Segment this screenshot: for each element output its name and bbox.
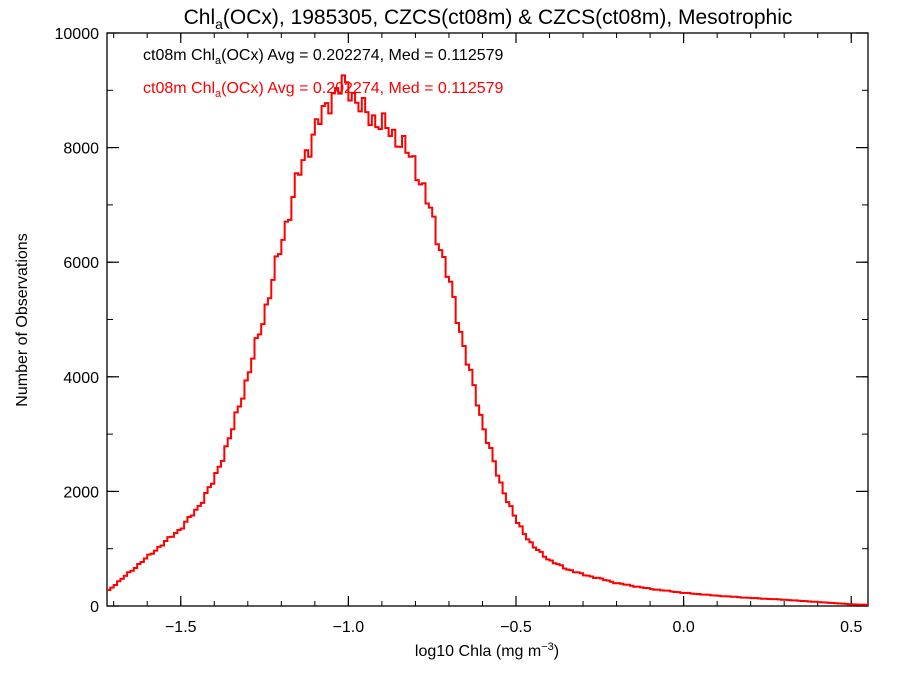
x-tick-label: −1.5 xyxy=(165,619,197,636)
series-layer xyxy=(107,74,868,606)
x-tick-label: −1.0 xyxy=(333,619,365,636)
x-tick-label: 0.5 xyxy=(840,619,862,636)
x-tick-label: 0.0 xyxy=(672,619,694,636)
plot-frame xyxy=(106,32,869,607)
tick-labels: −1.5 −1.0 −0.5 0.0 0.5 0 2000 4000 6000 8000 10000 xyxy=(55,26,863,636)
series-line xyxy=(107,74,868,606)
axis-ticks xyxy=(107,32,868,607)
x-axis-label: log10 Chla (mg m−3) xyxy=(415,641,559,660)
annotation-red: ct08m Chla(OCx) Avg = 0.202274, Med = 0.… xyxy=(143,80,504,100)
y-tick-label: 10000 xyxy=(55,26,100,43)
y-tick-label: 0 xyxy=(90,599,99,616)
y-axis-label: Number of Observations xyxy=(14,233,31,406)
annotation-black: ct08m Chla(OCx) Avg = 0.202274, Med = 0.… xyxy=(143,47,504,67)
chart-title: Chla(OCx), 1985305, CZCS(ct08m) & CZCS(c… xyxy=(184,6,793,32)
y-tick-label: 8000 xyxy=(63,141,99,158)
y-tick-label: 4000 xyxy=(63,370,99,387)
y-tick-label: 2000 xyxy=(63,484,99,501)
y-tick-label: 6000 xyxy=(63,255,99,272)
x-tick-label: −0.5 xyxy=(500,619,532,636)
